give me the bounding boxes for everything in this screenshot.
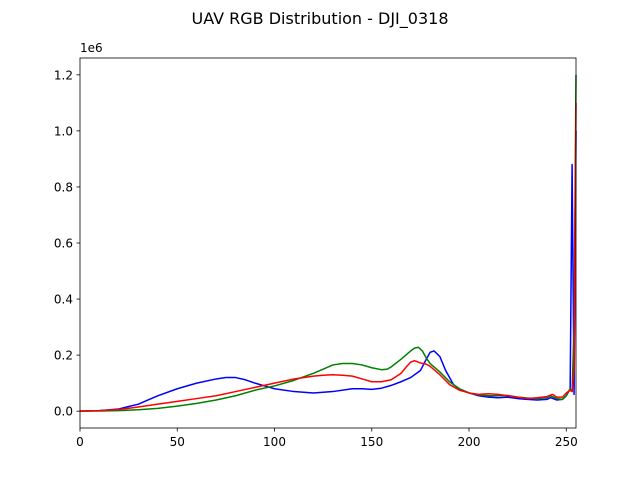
y-tick-label: 0.6 [54,237,73,251]
x-tick-label: 50 [170,435,185,449]
y-tick-label: 0.0 [54,405,73,419]
y-tick-label: 0.2 [54,349,73,363]
x-tick-label: 250 [555,435,578,449]
x-axis: 0 50 100 150 200 250 [76,428,578,449]
y-tick-label: 1.2 [54,68,73,82]
y-tick-label: 1.0 [54,124,73,138]
y-offset-label: 1e6 [80,41,103,55]
x-tick-label: 0 [76,435,84,449]
y-axis: 0.0 0.2 0.4 0.6 0.8 1.0 1.2 [54,68,80,419]
x-tick-label: 150 [360,435,383,449]
series-line-2 [79,102,577,412]
chart-title: UAV RGB Distribution - DJI_0318 [191,9,448,29]
plot-frame [79,57,577,429]
y-tick-label: 0.4 [54,293,73,307]
y-tick-label: 0.8 [54,180,73,194]
x-tick-label: 200 [458,435,481,449]
series-line-0 [79,130,577,412]
x-tick-label: 100 [263,435,286,449]
series-line-1 [79,74,577,412]
series-layer [79,74,577,412]
